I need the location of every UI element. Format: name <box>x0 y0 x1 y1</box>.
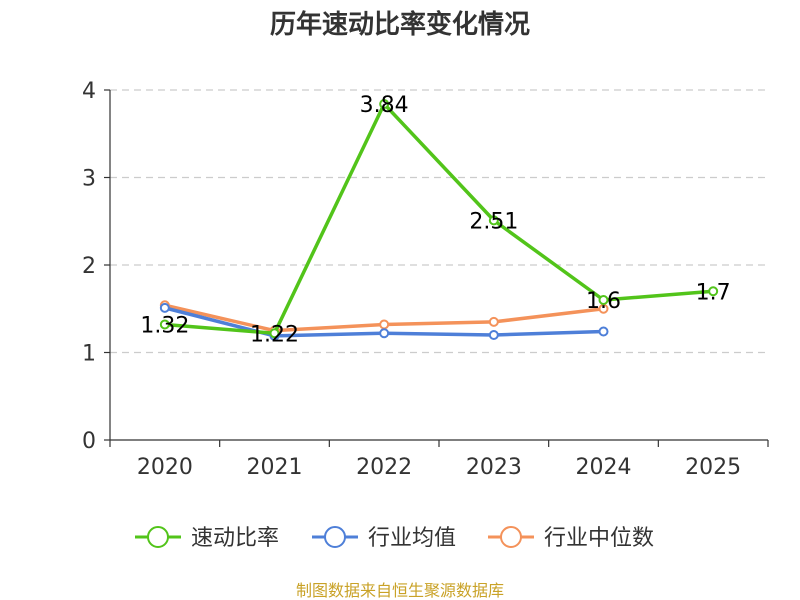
axes: 0 1 2 3 4 2020 2021 2022 2023 2024 2025 <box>82 79 769 480</box>
y-tick-label-4: 4 <box>82 79 96 104</box>
data-label-2025: 1.7 <box>696 280 731 305</box>
data-label-2023: 2.51 <box>469 209 518 234</box>
legend-marker-3 <box>500 526 522 548</box>
x-tick-label-2020: 2020 <box>137 455 193 480</box>
series-2-point-2023 <box>488 330 499 340</box>
y-tick-label-2: 2 <box>82 254 96 279</box>
series-1 <box>159 99 719 339</box>
legend[interactable]: 速动比率 行业均值 行业中位数 <box>135 526 654 551</box>
series-1-point-2023 <box>488 215 499 226</box>
legend-label-2: 行业均值 <box>368 526 456 551</box>
x-tick-label-2025: 2025 <box>685 455 741 480</box>
y-tick-label-1: 1 <box>82 342 96 367</box>
y-tick-label-3: 3 <box>82 167 96 192</box>
legend-marker-2 <box>324 526 346 548</box>
legend-label-3: 行业中位数 <box>544 526 654 551</box>
series-1-point-2020 <box>159 319 170 330</box>
series-3-point-2022 <box>379 319 390 330</box>
series-2-point-2022 <box>379 328 390 339</box>
legend-label-1: 速动比率 <box>191 526 279 551</box>
data-label-2021: 1.22 <box>250 322 299 347</box>
legend-item-1[interactable]: 速动比率 <box>135 526 279 551</box>
series-1-point-2025 <box>708 286 719 297</box>
series-1-point-2024 <box>598 295 609 305</box>
series-layer <box>159 99 719 341</box>
data-label-2024: 1.6 <box>586 289 621 314</box>
data-label-2022: 3.84 <box>360 93 409 118</box>
x-tick-label-2024: 2024 <box>576 455 632 480</box>
series-3-point-2023 <box>488 316 499 327</box>
series-2-point-2024 <box>598 326 609 337</box>
y-tick-label-0: 0 <box>82 429 96 454</box>
data-label-2020: 1.32 <box>140 314 189 339</box>
chart-title: 历年速动比率变化情况 <box>270 9 530 40</box>
gridlines <box>110 89 768 354</box>
source-note: 制图数据来自恒生聚源数据库 <box>296 581 504 600</box>
x-tick-label-2023: 2023 <box>466 455 522 480</box>
legend-marker-1 <box>147 526 169 548</box>
data-labels: 1.32 1.22 3.84 2.51 1.6 1.7 <box>140 93 730 347</box>
series-1-point-2022 <box>379 99 390 109</box>
x-tick-label-2021: 2021 <box>247 455 303 480</box>
series-1-point-2021 <box>269 328 280 339</box>
series-line-1 <box>164 102 714 335</box>
legend-item-3[interactable]: 行业中位数 <box>488 526 654 551</box>
x-tick-label-2022: 2022 <box>356 455 412 480</box>
series-2-point-2020 <box>159 302 170 313</box>
legend-item-2[interactable]: 行业均值 <box>312 526 456 551</box>
